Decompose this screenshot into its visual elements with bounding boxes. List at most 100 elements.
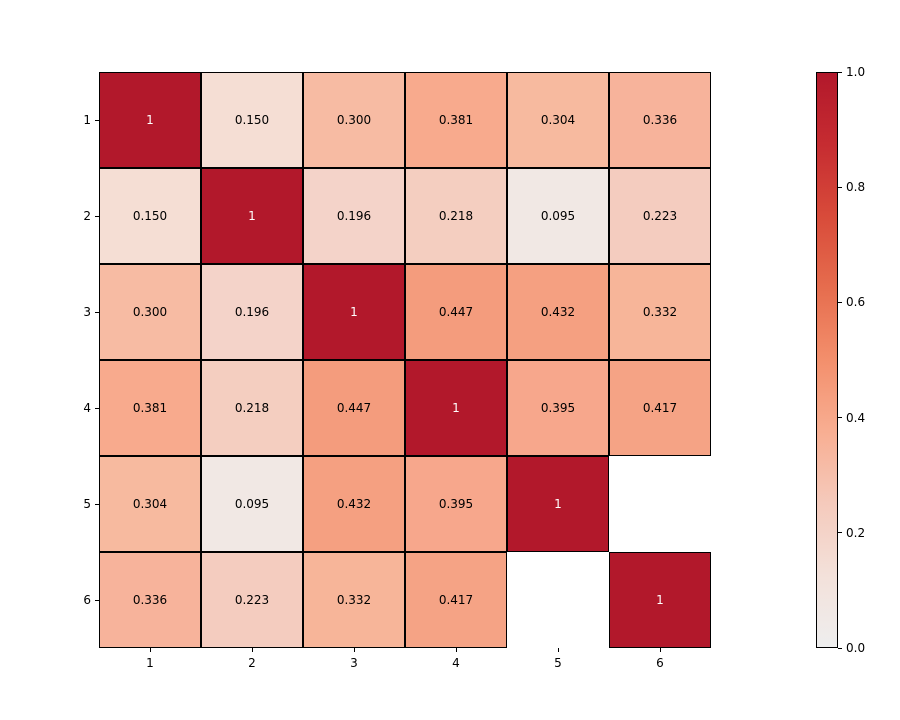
x-tick-label: 1 (146, 656, 154, 670)
heatmap-cell: 1 (99, 72, 201, 168)
heatmap-cell: 0.432 (507, 264, 609, 360)
heatmap-cell (609, 456, 711, 552)
heatmap-cell-value: 0.336 (643, 113, 677, 127)
colorbar-tick-label: 0.6 (846, 295, 865, 309)
heatmap-cell: 0.304 (99, 456, 201, 552)
heatmap-cell: 0.447 (303, 360, 405, 456)
heatmap-cell: 0.196 (201, 264, 303, 360)
y-tick-label: 5 (71, 497, 91, 511)
y-tick-label: 2 (71, 209, 91, 223)
heatmap-cell-value: 0.336 (133, 593, 167, 607)
heatmap-cell: 1 (405, 360, 507, 456)
heatmap-cell: 0.332 (303, 552, 405, 648)
heatmap-cell: 0.223 (609, 168, 711, 264)
heatmap-cell-value: 0.395 (439, 497, 473, 511)
heatmap-cell-value: 1 (452, 401, 460, 415)
heatmap-cell-value: 0.223 (643, 209, 677, 223)
heatmap-cell: 0.417 (609, 360, 711, 456)
x-tick-mark (456, 648, 457, 652)
x-tick-label: 5 (554, 656, 562, 670)
heatmap-cell: 0.395 (507, 360, 609, 456)
x-tick-label: 3 (350, 656, 358, 670)
x-tick-mark (660, 648, 661, 652)
heatmap-cell-value: 0.218 (235, 401, 269, 415)
heatmap-cell: 0.223 (201, 552, 303, 648)
heatmap-cell-value: 0.196 (337, 209, 371, 223)
heatmap-grid: 1 0.150 0.300 0.381 0.304 0.336 0.150 1 0.196 0.2… (99, 72, 711, 648)
y-tick-mark (95, 120, 99, 121)
heatmap-cell-value: 0.300 (337, 113, 371, 127)
y-tick-mark (95, 216, 99, 217)
colorbar-tick-label: 0.0 (846, 641, 865, 655)
heatmap-cell: 0.196 (303, 168, 405, 264)
heatmap-cell: 0.336 (609, 72, 711, 168)
colorbar-tick-label: 0.2 (846, 526, 865, 540)
heatmap-cell-value: 0.332 (337, 593, 371, 607)
y-tick-mark (95, 504, 99, 505)
heatmap-cell: 0.336 (99, 552, 201, 648)
heatmap-cell-value: 0.395 (541, 401, 575, 415)
heatmap-cell-value: 0.417 (439, 593, 473, 607)
colorbar-tick-mark (838, 187, 842, 188)
heatmap-cell: 0.095 (507, 168, 609, 264)
y-tick-mark (95, 312, 99, 313)
heatmap-cell-value: 0.300 (133, 305, 167, 319)
heatmap-cell (507, 552, 609, 648)
heatmap-cell: 1 (609, 552, 711, 648)
heatmap-cell-value: 0.381 (439, 113, 473, 127)
colorbar-tick-mark (838, 532, 842, 533)
colorbar-tick-mark (838, 302, 842, 303)
heatmap-cell: 0.395 (405, 456, 507, 552)
heatmap-cell: 1 (303, 264, 405, 360)
heatmap-cell-value: 1 (554, 497, 562, 511)
x-tick-label: 6 (656, 656, 664, 670)
heatmap-cell-value: 0.304 (133, 497, 167, 511)
figure: 1 0.150 0.300 0.381 0.304 0.336 0.150 1 0.196 0.2… (0, 0, 900, 720)
heatmap-cell-value: 0.150 (133, 209, 167, 223)
heatmap-plot-area: 1 0.150 0.300 0.381 0.304 0.336 0.150 1 0.196 0.2… (99, 72, 711, 648)
heatmap-cell-value: 1 (248, 209, 256, 223)
heatmap-cell-value: 0.417 (643, 401, 677, 415)
heatmap-cell-value: 0.223 (235, 593, 269, 607)
heatmap-cell-value: 0.095 (541, 209, 575, 223)
heatmap-cell-value: 1 (350, 305, 358, 319)
x-tick-mark (252, 648, 253, 652)
heatmap-cell-value: 1 (656, 593, 664, 607)
heatmap-cell: 0.381 (405, 72, 507, 168)
heatmap-cell: 0.432 (303, 456, 405, 552)
x-tick-label: 4 (452, 656, 460, 670)
heatmap-cell-value: 0.095 (235, 497, 269, 511)
heatmap-cell: 0.304 (507, 72, 609, 168)
heatmap-cell: 0.218 (201, 360, 303, 456)
y-tick-mark (95, 600, 99, 601)
heatmap-cell: 1 (201, 168, 303, 264)
heatmap-cell-value: 0.381 (133, 401, 167, 415)
heatmap-cell: 0.300 (303, 72, 405, 168)
y-tick-label: 4 (71, 401, 91, 415)
x-tick-mark (354, 648, 355, 652)
heatmap-cell: 0.095 (201, 456, 303, 552)
heatmap-cell-value: 0.304 (541, 113, 575, 127)
heatmap-cell: 0.300 (99, 264, 201, 360)
colorbar-tick-label: 0.4 (846, 411, 865, 425)
heatmap-cell-value: 1 (146, 113, 154, 127)
x-tick-mark (150, 648, 151, 652)
heatmap-cell-value: 0.218 (439, 209, 473, 223)
colorbar-tick-label: 1.0 (846, 65, 865, 79)
heatmap-cell: 0.218 (405, 168, 507, 264)
heatmap-cell: 0.417 (405, 552, 507, 648)
heatmap-cell: 0.447 (405, 264, 507, 360)
colorbar-tick-label: 0.8 (846, 180, 865, 194)
colorbar-gradient (817, 73, 837, 647)
heatmap-cell-value: 0.447 (337, 401, 371, 415)
heatmap-cell: 0.150 (201, 72, 303, 168)
x-tick-label: 2 (248, 656, 256, 670)
heatmap-cell: 0.381 (99, 360, 201, 456)
y-tick-mark (95, 408, 99, 409)
heatmap-cell: 0.332 (609, 264, 711, 360)
y-tick-label: 1 (71, 113, 91, 127)
colorbar (816, 72, 838, 648)
heatmap-cell-value: 0.332 (643, 305, 677, 319)
colorbar-tick-mark (838, 72, 842, 73)
colorbar-tick-mark (838, 648, 842, 649)
